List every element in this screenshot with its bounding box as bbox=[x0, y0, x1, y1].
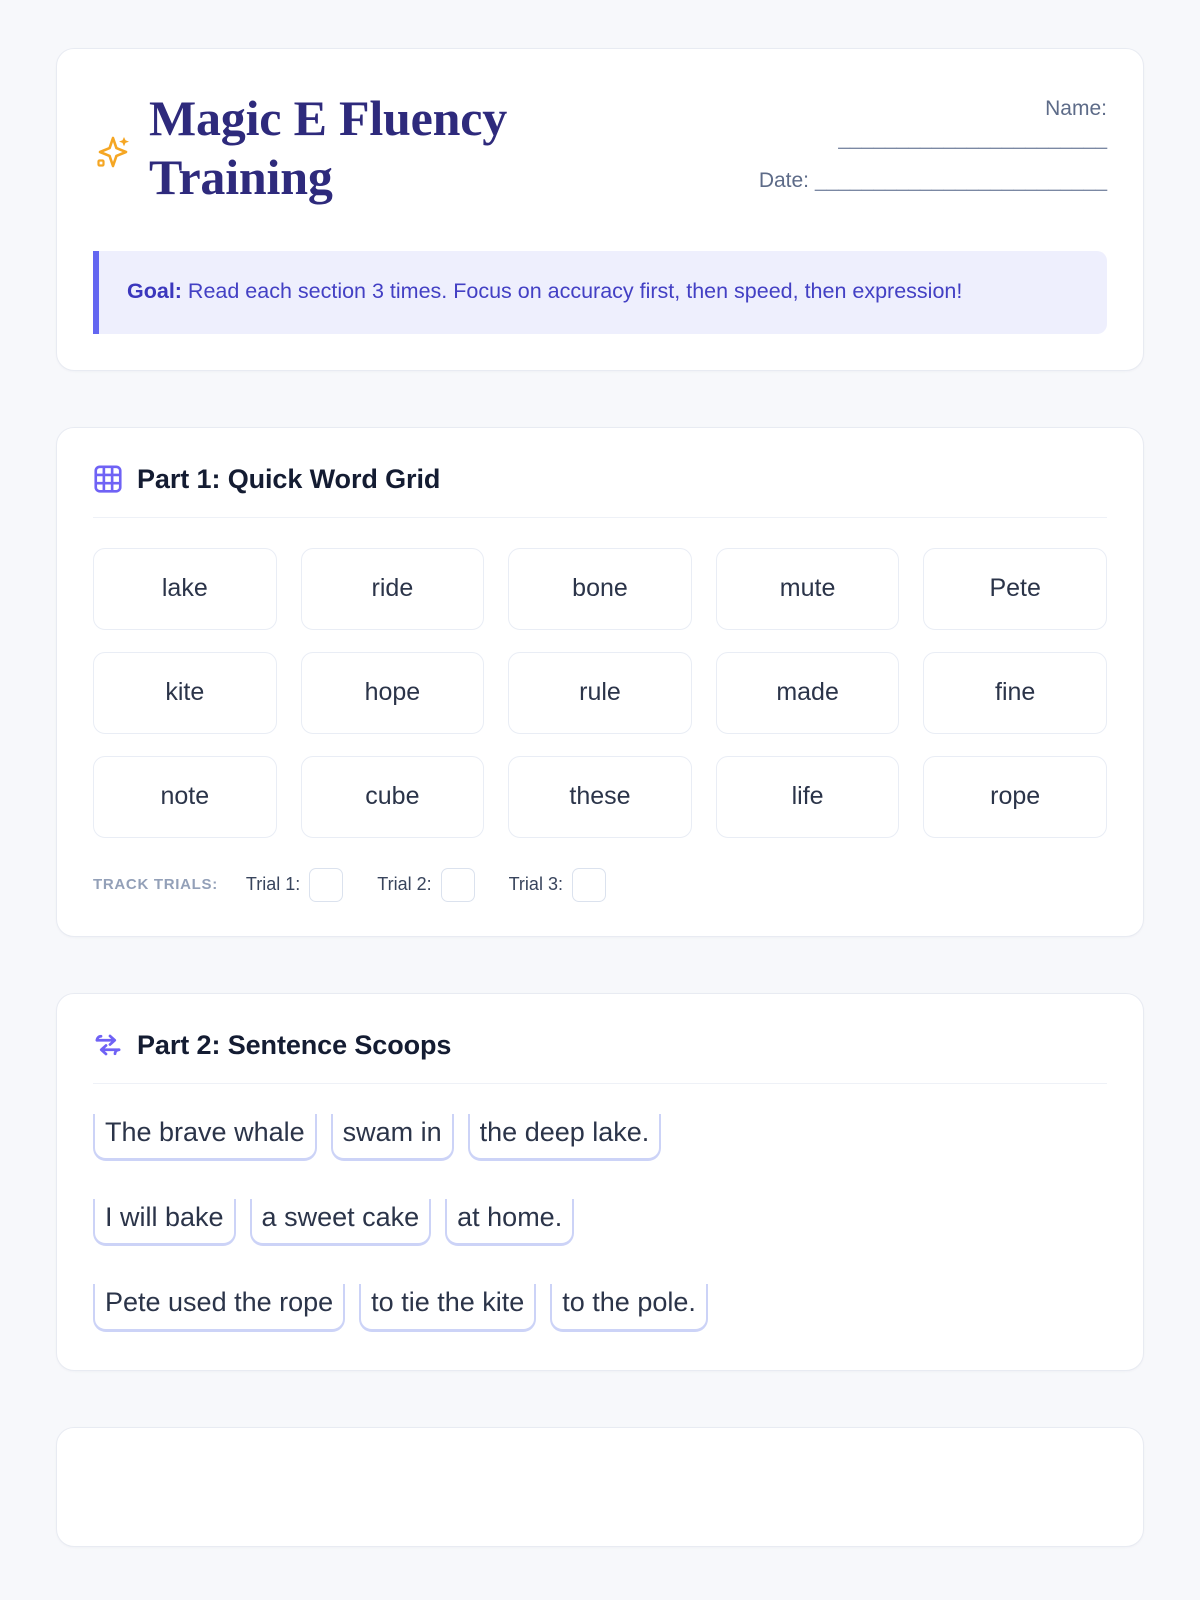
goal-label: Goal: bbox=[127, 279, 182, 303]
word-cell[interactable]: these bbox=[508, 755, 692, 838]
part1-title: Part 1: Quick Word Grid bbox=[137, 463, 441, 494]
word-cell[interactable]: kite bbox=[93, 651, 277, 734]
name-line-row: _______________________ bbox=[737, 127, 1107, 151]
trial-item-3: Trial 3: bbox=[508, 867, 606, 902]
goal-body: Read each section 3 times. Focus on accu… bbox=[181, 279, 963, 303]
header-card: Magic E Fluency Training Name: _________… bbox=[56, 48, 1144, 371]
word-cell[interactable]: cube bbox=[300, 755, 485, 838]
part1-divider bbox=[93, 516, 1107, 518]
part3-card-partial bbox=[56, 1426, 1144, 1547]
word-cell[interactable]: rule bbox=[508, 651, 692, 734]
sentence-scoop[interactable]: the deep lake. bbox=[467, 1113, 662, 1162]
trial-label: Trial 2: bbox=[377, 874, 432, 895]
name-date-block: Name: _______________________ Date: ____… bbox=[737, 89, 1107, 193]
name-label: Name: bbox=[1045, 97, 1107, 120]
sentence-row: I will bake a sweet cake at home. bbox=[93, 1199, 1107, 1247]
word-cell[interactable]: mute bbox=[715, 547, 900, 630]
part2-title: Part 2: Sentence Scoops bbox=[137, 1029, 452, 1060]
sentence-scoop[interactable]: Pete used the rope bbox=[93, 1284, 346, 1332]
trial-checkbox[interactable] bbox=[309, 867, 344, 902]
grid-icon bbox=[94, 465, 122, 493]
sentence-scoop[interactable]: swam in bbox=[330, 1113, 454, 1162]
track-trials-label: TRACK TRIALS: bbox=[93, 876, 218, 894]
word-grid: lake ride bone mute Pete kite hope rule … bbox=[93, 547, 1107, 838]
trial-label: Trial 3: bbox=[508, 874, 563, 895]
repeat-icon bbox=[95, 1034, 121, 1056]
name-input-line[interactable]: _______________________ bbox=[838, 127, 1107, 150]
part1-card: Part 1: Quick Word Grid lake ride bone m… bbox=[56, 426, 1144, 937]
word-cell[interactable]: life bbox=[715, 755, 900, 838]
word-cell[interactable]: fine bbox=[923, 651, 1107, 734]
title-block: Magic E Fluency Training bbox=[93, 89, 693, 207]
goal-text: Goal: Read each section 3 times. Focus o… bbox=[127, 275, 1081, 308]
header-top: Magic E Fluency Training Name: _________… bbox=[93, 89, 1107, 207]
track-trials-row: TRACK TRIALS: Trial 1: Trial 2: Trial 3: bbox=[93, 867, 1107, 902]
sentence-scoop[interactable]: at home. bbox=[445, 1199, 575, 1247]
part2-card: Part 2: Sentence Scoops The brave whale … bbox=[56, 992, 1144, 1371]
word-cell[interactable]: note bbox=[93, 755, 277, 838]
sentence-scoop[interactable]: a sweet cake bbox=[249, 1199, 432, 1247]
trial-label: Trial 1: bbox=[245, 874, 301, 895]
part2-header: Part 2: Sentence Scoops bbox=[93, 1030, 1107, 1083]
trial-item-2: Trial 2: bbox=[377, 867, 475, 902]
date-input-line[interactable]: _________________________ bbox=[815, 169, 1107, 192]
word-cell[interactable]: ride bbox=[300, 547, 485, 630]
word-cell[interactable]: bone bbox=[508, 547, 692, 630]
trial-item-1: Trial 1: bbox=[245, 867, 344, 902]
word-cell[interactable]: Pete bbox=[923, 547, 1107, 630]
page-title: Magic E Fluency Training bbox=[149, 90, 508, 205]
date-row: Date: _________________________ bbox=[737, 169, 1107, 193]
part2-divider bbox=[93, 1082, 1107, 1084]
word-cell[interactable]: rope bbox=[923, 755, 1107, 838]
trial-checkbox[interactable] bbox=[571, 867, 606, 902]
sentence-row: Pete used the rope to tie the kite to th… bbox=[93, 1284, 1107, 1332]
part1-header: Part 1: Quick Word Grid bbox=[93, 464, 1107, 517]
trial-checkbox[interactable] bbox=[440, 867, 475, 902]
sentence-scoop[interactable]: I will bake bbox=[93, 1199, 236, 1247]
word-cell[interactable]: made bbox=[715, 651, 900, 734]
word-cell[interactable]: hope bbox=[300, 651, 485, 734]
word-cell[interactable]: lake bbox=[93, 547, 277, 630]
date-label: Date: bbox=[758, 169, 810, 192]
sentence-scoop[interactable]: to tie the kite bbox=[359, 1284, 537, 1332]
sentence-row: The brave whale swam in the deep lake. bbox=[93, 1113, 1107, 1162]
sentence-scoop[interactable]: The brave whale bbox=[93, 1113, 317, 1162]
sentence-scoop[interactable]: to the pole. bbox=[550, 1284, 708, 1332]
goal-callout: Goal: Read each section 3 times. Focus o… bbox=[93, 251, 1107, 334]
name-row: Name: bbox=[737, 97, 1107, 121]
sparkle-icon bbox=[97, 136, 129, 168]
